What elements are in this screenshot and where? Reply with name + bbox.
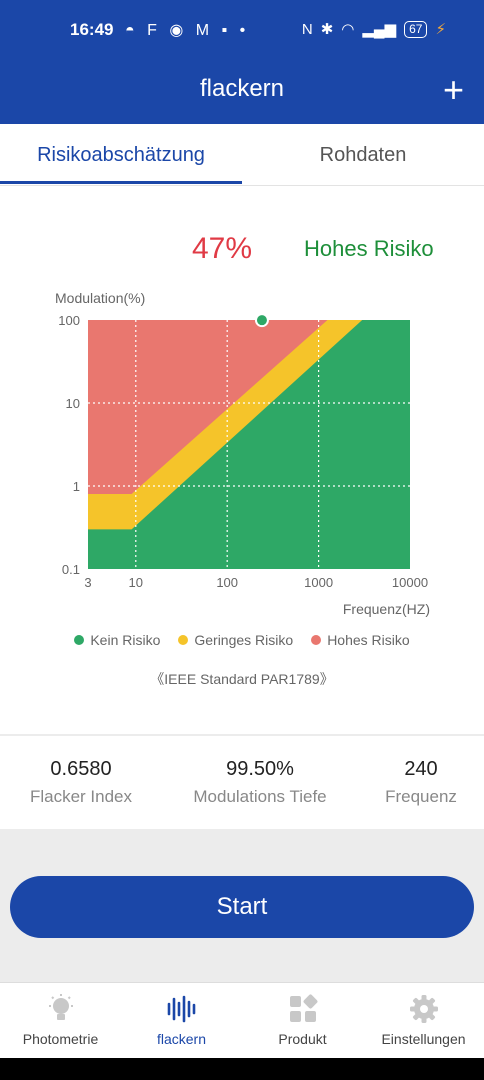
measurement-point xyxy=(254,313,269,328)
stat-value: 240 xyxy=(404,758,438,780)
stats-panel: 0.6580 Flacker Index 99.50% Modulations … xyxy=(0,736,484,829)
stat-value: 0.6580 xyxy=(50,758,112,780)
x-axis-label: Frequenz(HZ) xyxy=(343,601,430,617)
active-tab-indicator xyxy=(0,181,242,184)
legend-item-kein-risiko: Kein Risiko xyxy=(74,632,160,648)
x-tick-label: 100 xyxy=(216,575,238,590)
legend-item-geringes-risiko: Geringes Risiko xyxy=(178,632,293,648)
plus-icon[interactable]: + xyxy=(442,69,464,110)
charging-icon: ⚡ xyxy=(435,21,446,38)
legend-label: Hohes Risiko xyxy=(327,632,410,648)
nav-label: flackern xyxy=(156,1031,207,1047)
x-tick-label: 10 xyxy=(129,575,143,590)
tab-rohdaten[interactable]: Rohdaten xyxy=(319,144,407,166)
bottom-nav: Photometrie flackern Produkt xyxy=(0,982,484,1058)
waveform-icon xyxy=(167,995,195,1023)
signal-icon: ▂▄▆ xyxy=(362,21,397,38)
app-bar: flackern + xyxy=(0,62,484,124)
nfc-icon: N xyxy=(301,20,313,38)
bulb-icon xyxy=(48,994,73,1020)
risk-label: Hohes Risiko xyxy=(304,236,434,261)
stat-value: 99.50% xyxy=(226,758,294,780)
legend-item-hohes-risiko: Hohes Risiko xyxy=(311,632,410,648)
risk-chart: Modulation(%) Frequenz(HZ) 100 10 1 0.1 3 10 100… xyxy=(55,290,430,617)
y-tick-label: 0.1 xyxy=(62,562,80,577)
wifi-icon: ◠ xyxy=(341,21,355,38)
risk-percent: 47% xyxy=(192,232,253,265)
notification-icons: ◓ F ◉ M ▪ • xyxy=(125,22,250,39)
y-axis-label: Modulation(%) xyxy=(55,290,145,306)
standard-reference: 《IEEE Standard PAR1789》 xyxy=(150,671,334,687)
system-gesture-bar xyxy=(0,1058,484,1080)
nav-label: Produkt xyxy=(278,1031,327,1047)
legend-dot-hohes-risiko xyxy=(311,635,322,645)
nav-item-produkt[interactable]: Produkt xyxy=(242,993,363,1047)
stat-flacker-index: 0.6580 Flacker Index xyxy=(20,758,142,807)
system-indicators: N ✱ ◠ ▂▄▆ 67 ⚡ xyxy=(302,20,446,38)
y-tick-label: 100 xyxy=(58,313,80,328)
tab-risikoabschaetzung[interactable]: Risikoabschätzung xyxy=(37,144,205,166)
grid-icon xyxy=(289,994,317,1022)
y-tick-label: 1 xyxy=(73,479,80,494)
nav-item-einstellungen[interactable]: Einstellungen xyxy=(363,993,484,1047)
nav-item-flackern[interactable]: flackern xyxy=(121,993,242,1047)
x-tick-label: 1000 xyxy=(304,575,333,590)
nav-label: Photometrie xyxy=(22,1031,99,1047)
y-tick-label: 10 xyxy=(66,396,80,411)
legend-dot-kein-risiko xyxy=(74,635,85,645)
legend-label: Kein Risiko xyxy=(90,632,161,648)
x-tick-label: 10000 xyxy=(392,575,428,590)
legend-dot-geringes-risiko xyxy=(178,635,189,645)
stat-frequenz: 240 Frequenz xyxy=(376,758,466,807)
region-kein-risiko xyxy=(88,320,410,569)
start-button[interactable]: Start xyxy=(10,876,474,938)
tab-bar: Risikoabschätzung Rohdaten xyxy=(0,124,484,186)
stat-label: Flacker Index xyxy=(29,787,133,806)
x-tick-label: 3 xyxy=(84,575,91,590)
status-bar: 16:49 ◓ F ◉ M ▪ • N ✱ ◠ ▂▄▆ 67 ⚡ xyxy=(0,0,484,62)
stat-modulations-tiefe: 99.50% Modulations Tiefe xyxy=(176,758,344,807)
stat-label: Modulations Tiefe xyxy=(193,787,327,806)
legend-label: Geringes Risiko xyxy=(194,632,294,648)
nav-label: Einstellungen xyxy=(381,1031,466,1047)
gear-icon xyxy=(409,995,438,1023)
stat-label: Frequenz xyxy=(385,787,457,806)
chart-legend: Kein Risiko Geringes Risiko Hohes Risiko xyxy=(0,632,484,648)
battery-icon: 67 xyxy=(404,20,428,38)
status-time: 16:49 xyxy=(70,20,114,39)
app-title: flackern xyxy=(199,75,285,102)
bluetooth-icon: ✱ xyxy=(320,21,334,38)
nav-item-photometrie[interactable]: Photometrie xyxy=(0,993,121,1047)
